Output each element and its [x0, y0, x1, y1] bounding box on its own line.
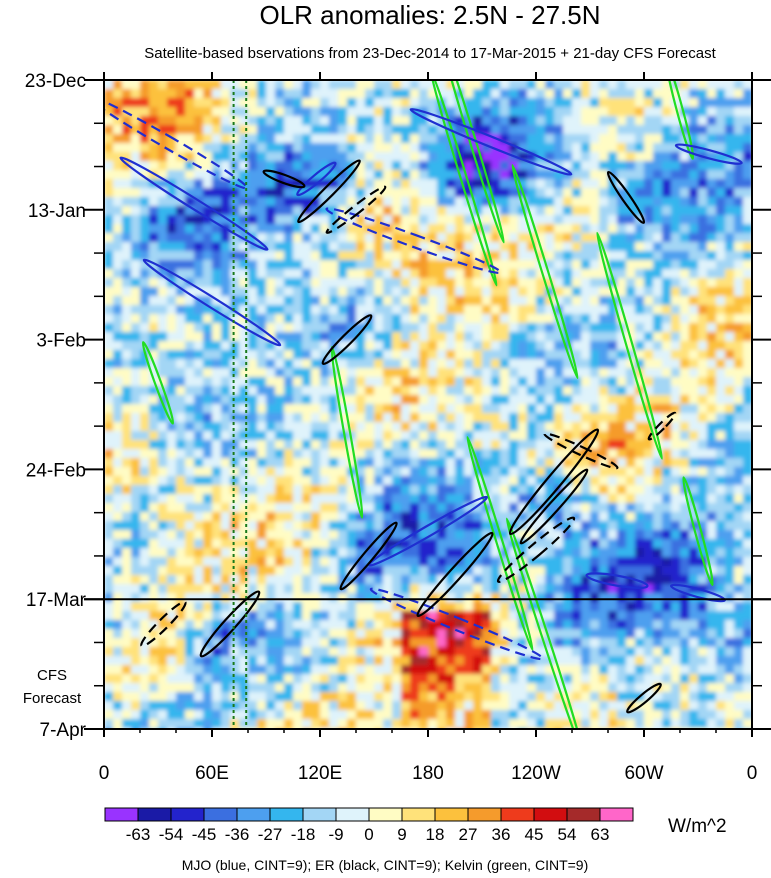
colorbar-label-4: -27: [258, 825, 283, 844]
mjo-contours: [104, 94, 743, 661]
chart-title: OLR anomalies: 2.5N - 27.5N: [259, 0, 600, 30]
contour-legend: MJO (blue, CINT=9); ER (black, CINT=9); …: [182, 857, 589, 873]
mjo-contour-7: [585, 572, 649, 590]
colorbar-swatch-12: [500, 807, 535, 822]
x-tick-label-3: 180: [412, 763, 444, 784]
mjo-contour-1: [104, 94, 249, 190]
y-tick-label-0: 23-Dec: [25, 71, 86, 92]
forecast-label-line2: Forecast: [23, 690, 82, 707]
mjo-contour-5: [369, 587, 544, 661]
er-contour-14: [647, 411, 677, 441]
colorbar-swatch-11: [467, 807, 502, 822]
colorbar-swatch-13: [533, 807, 568, 822]
colorbar-label-0: -63: [126, 825, 151, 844]
colorbar-label-1: -54: [159, 825, 184, 844]
y-axis: 23-Dec 13-Jan 3-Feb 24-Feb 17-Mar 7-Apr: [25, 71, 771, 741]
kelvin-contour-8: [141, 341, 175, 425]
y-tick-label-1: 13-Jan: [28, 201, 86, 222]
colorbar-label-7: 0: [364, 825, 373, 844]
x-tick-label-4: 120W: [511, 763, 561, 784]
kelvin-contour-9: [665, 80, 695, 160]
colorbar-swatch-3: [203, 807, 238, 822]
colorbar-swatch-6: [302, 807, 337, 822]
chart-subtitle: Satellite-based bservations from 23-Dec-…: [144, 45, 716, 62]
colorbar-label-13: 54: [558, 825, 577, 844]
er-contour-7: [339, 521, 398, 591]
mjo-contour-6: [367, 495, 489, 567]
colorbar-swatch-7: [335, 807, 370, 822]
colorbar-label-3: -36: [225, 825, 250, 844]
colorbar-swatch-2: [170, 807, 205, 822]
y-tick-label-4: 17-Mar: [26, 590, 87, 611]
colorbar-label-12: 45: [525, 825, 544, 844]
colorbar-swatch-4: [236, 807, 271, 822]
er-contour-2: [321, 314, 373, 365]
colorbar-swatch-8: [368, 807, 403, 822]
reference-lines: [232, 80, 248, 729]
er-contour-0: [297, 159, 361, 224]
colorbar-label-10: 27: [459, 825, 478, 844]
mjo-contour-0: [119, 156, 269, 251]
x-axis: 0 60E 120E 180 120W 60W 0: [99, 72, 758, 784]
er-contour-4: [519, 468, 589, 545]
er-contours: [140, 159, 677, 714]
er-contour-13: [626, 682, 662, 714]
colorbar-label-8: 9: [397, 825, 406, 844]
kelvin-contour-7: [682, 476, 714, 587]
y-tick-label-2: 3-Feb: [36, 331, 86, 352]
y-tick-label-3: 24-Feb: [26, 460, 86, 481]
x-tick-label-5: 60W: [624, 763, 663, 784]
colorbar-label-14: 63: [591, 825, 610, 844]
colorbar: -63 -54 -45 -36 -27 -18 -9 0 9 18 27 36 45 54 63: [104, 807, 634, 844]
colorbar-label-9: 18: [426, 825, 445, 844]
mjo-contour-8: [670, 583, 726, 603]
x-tick-label-6: 0: [747, 763, 758, 784]
kelvin-contour-1: [430, 80, 498, 287]
colorbar-swatch-0: [104, 807, 139, 822]
colorbar-label-2: -45: [192, 825, 217, 844]
y-tick-label-5: 7-Apr: [40, 720, 87, 741]
olr-anomaly-field: [104, 80, 752, 729]
colorbar-swatch-14: [566, 807, 601, 822]
colorbar-swatch-1: [137, 807, 172, 822]
kelvin-contour-5: [466, 436, 534, 652]
er-contour-12: [543, 432, 619, 470]
mjo-contour-9: [296, 161, 337, 197]
er-contour-5: [496, 516, 576, 583]
colorbar-swatch-5: [269, 807, 304, 822]
x-tick-label-2: 120E: [298, 763, 342, 784]
colorbar-swatch-15: [599, 807, 634, 822]
er-contour-11: [262, 169, 306, 189]
x-tick-label-1: 60E: [195, 763, 229, 784]
kelvin-contour-6: [505, 517, 585, 729]
plot-area: [104, 80, 752, 729]
kelvin-contour-3: [596, 231, 664, 460]
mjo-contour-4: [409, 107, 573, 176]
colorbar-swatch-10: [434, 807, 469, 822]
colorbar-label-11: 36: [492, 825, 511, 844]
er-contour-9: [140, 600, 187, 648]
mjo-contour-2: [142, 258, 282, 347]
er-contour-1: [325, 185, 387, 234]
mjo-contour-10: [674, 143, 743, 165]
er-contour-3: [508, 428, 600, 536]
colorbar-label-5: -18: [291, 825, 316, 844]
er-contour-6: [416, 531, 494, 618]
kelvin-contours: [141, 80, 714, 729]
colorbar-units: W/m^2: [668, 816, 727, 837]
forecast-label-line1: CFS: [37, 667, 67, 684]
kelvin-contour-2: [511, 164, 579, 380]
mjo-contour-3: [325, 207, 502, 275]
colorbar-swatch-9: [401, 807, 436, 822]
x-tick-label-0: 0: [99, 763, 110, 784]
colorbar-label-6: -9: [328, 825, 343, 844]
er-contour-10: [606, 170, 646, 224]
